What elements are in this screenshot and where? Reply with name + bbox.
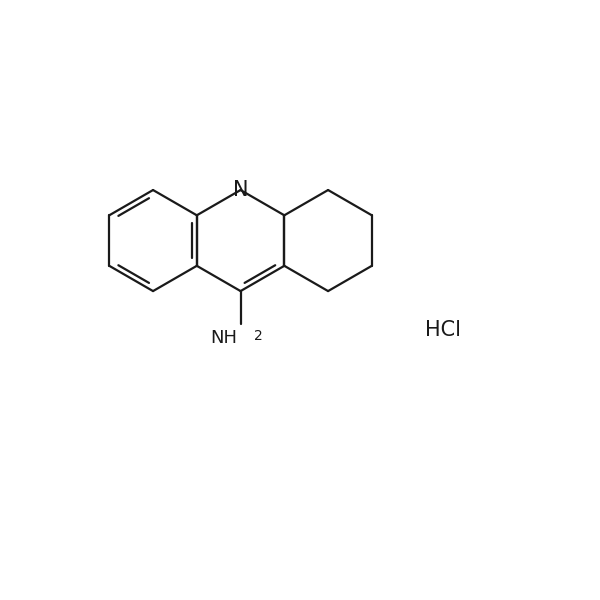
Text: N: N [233,180,248,200]
Text: HCl: HCl [425,320,461,340]
Text: 2: 2 [254,329,262,343]
Text: NH: NH [211,329,238,347]
